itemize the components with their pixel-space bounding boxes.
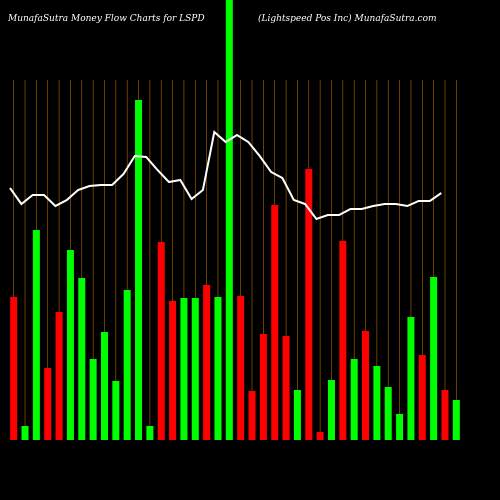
money-flow-bar [55,312,63,440]
money-flow-bar [146,426,154,440]
money-flow-bar [112,381,120,440]
money-flow-bar [316,432,324,440]
money-flow-bar [32,230,40,440]
money-flow-bar [89,359,97,440]
money-flow-bar [327,380,335,440]
money-flow-bar [441,390,449,440]
money-flow-bar [362,331,370,440]
money-flow-bar [44,368,52,440]
money-flow-bar [305,169,313,440]
money-flow-bar [225,0,233,440]
money-flow-bar [339,241,347,440]
money-flow-bar [157,242,165,440]
money-flow-bar [237,296,245,440]
money-flow-bar [21,426,29,440]
chart-subtitle: (Lightspeed Pos Inc) MunafaSutra.com [258,14,437,24]
money-flow-bar [214,297,222,440]
money-flow-bar [66,250,74,440]
money-flow-bar [293,390,301,440]
money-flow-bar [123,290,131,440]
chart-title: MunafaSutra Money Flow Charts for LSPD [8,14,205,24]
money-flow-bar [418,355,426,440]
money-flow-bar [350,359,358,440]
money-flow-bar [407,317,415,440]
money-flow-bar [259,334,267,440]
money-flow-bar [396,414,404,440]
money-flow-bar [180,298,188,440]
money-flow-bar [203,285,211,440]
money-flow-bar [248,391,256,440]
money-flow-bar [169,301,177,440]
money-flow-bar [78,278,86,440]
money-flow-bar [452,400,460,440]
money-flow-bar [271,205,279,440]
money-flow-bar [191,298,199,440]
money-flow-bar [135,100,143,440]
money-flow-bar [373,366,381,440]
money-flow-bar [384,387,392,440]
money-flow-bar [282,336,290,440]
series-line [9,130,442,221]
money-flow-bar [430,277,438,440]
money-flow-bar [100,332,108,440]
money-flow-bar [10,297,18,440]
